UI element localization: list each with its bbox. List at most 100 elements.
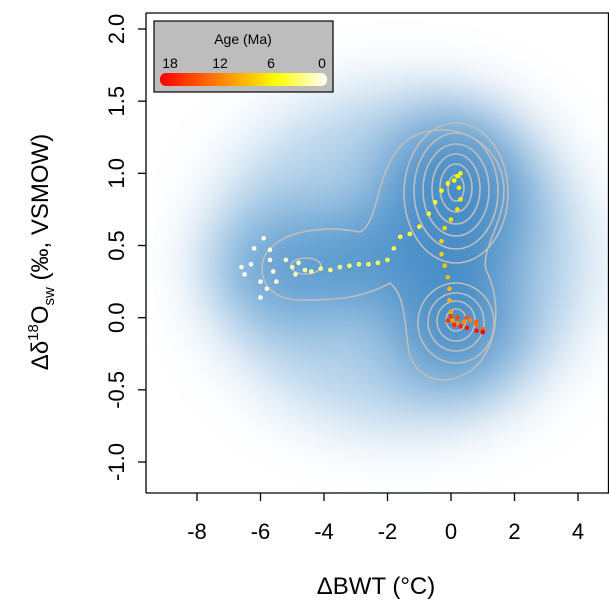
data-point [258, 279, 263, 284]
legend-ticks: 18 12 6 0 [162, 55, 326, 71]
plot-area [146, 13, 609, 493]
legend-title: Age (Ma) [214, 31, 272, 47]
data-point [258, 295, 263, 300]
data-point [239, 264, 244, 270]
contour-upper-4 [431, 153, 481, 225]
y-tick-label: 2.0 [104, 14, 129, 45]
data-point [448, 309, 454, 315]
data-point [309, 269, 314, 274]
data-point [416, 224, 422, 230]
data-point [447, 286, 452, 292]
contour-outer [261, 129, 505, 381]
data-point [458, 171, 463, 176]
data-point [474, 328, 479, 333]
data-point [445, 181, 451, 186]
density-layer [210, 90, 590, 430]
legend-tick-label: 18 [162, 55, 178, 71]
data-point [302, 267, 308, 273]
data-point [439, 251, 444, 257]
y-tick-label: 0.0 [104, 302, 129, 333]
data-point [442, 225, 447, 231]
series-layer [239, 171, 486, 335]
data-point [375, 260, 381, 266]
y-axis-title-prefix: Δδ [27, 341, 54, 370]
legend-colorbar [160, 73, 327, 86]
data-point [461, 319, 467, 325]
x-tick-label: -6 [251, 519, 271, 544]
y-axis-title-main: O [27, 305, 54, 324]
data-point [337, 264, 343, 270]
data-point [261, 235, 266, 241]
x-axis-title: ΔBWT (°C) [317, 573, 436, 600]
data-point [289, 264, 295, 270]
data-point [445, 318, 451, 323]
legend-tick-label: 12 [212, 55, 228, 71]
data-point [464, 315, 470, 320]
y-tick-label: -1.0 [104, 443, 129, 481]
contour-upper-1 [403, 122, 509, 264]
data-point [450, 318, 455, 323]
data-point [293, 272, 298, 277]
data-point [455, 315, 460, 320]
contour-upper-2 [413, 132, 499, 250]
data-point [456, 185, 462, 191]
data-point [448, 217, 454, 222]
x-tick-label: -8 [187, 519, 207, 544]
data-point [328, 267, 333, 273]
data-point [251, 246, 257, 251]
data-point [283, 257, 289, 263]
y-tick-label: 1.5 [104, 86, 129, 117]
contour-lower-1 [417, 282, 495, 364]
y-tick-label: -0.5 [104, 371, 129, 409]
data-point [439, 238, 444, 244]
data-point [447, 298, 452, 303]
data-point [264, 286, 270, 292]
data-point [458, 324, 463, 329]
data-point [267, 257, 273, 263]
y-axis-title-suffix: (‰, VSMOW) [27, 134, 54, 287]
data-point [242, 272, 247, 277]
data-point [439, 188, 444, 193]
data-point [474, 319, 479, 325]
data-point [458, 197, 463, 202]
contour-upper-5 [439, 163, 473, 213]
data-point [480, 329, 486, 335]
data-point [248, 261, 254, 267]
x-tick-label: 0 [445, 519, 457, 544]
data-point [347, 263, 352, 269]
y-axis-title: Δδ18Osw (‰, VSMOW) [25, 134, 58, 370]
data-point [318, 266, 324, 271]
data-point [356, 261, 362, 267]
data-point [442, 263, 447, 269]
y-tick-label: 0.5 [104, 230, 129, 261]
legend: Age (Ma) 18 12 6 0 [153, 20, 334, 93]
contour-upper-3 [422, 143, 490, 237]
data-point [274, 279, 279, 284]
y-axis-title-sup: 18 [25, 324, 42, 341]
x-tick-label: 4 [572, 519, 584, 544]
data-point [391, 246, 397, 251]
data-point [267, 247, 273, 253]
data-point [455, 173, 460, 179]
x-tick-label: 2 [508, 519, 520, 544]
density-blob-halo [210, 90, 590, 430]
data-point [451, 178, 457, 183]
data-point [426, 211, 432, 217]
x-tick-label: -4 [314, 519, 334, 544]
legend-tick-label: 6 [267, 55, 275, 71]
data-point [366, 261, 371, 267]
x-tick-label: -2 [378, 519, 398, 544]
y-axis-title-sub: sw [41, 287, 58, 306]
y-tick-label: 1.0 [104, 158, 129, 189]
legend-tick-label: 0 [318, 55, 326, 71]
data-point [451, 322, 457, 328]
data-point [464, 325, 470, 331]
data-point [432, 199, 438, 205]
data-point [407, 231, 413, 237]
data-point [296, 260, 301, 266]
data-point [397, 234, 403, 240]
data-point [270, 269, 276, 274]
contour-lower-2 [427, 292, 485, 352]
data-point [385, 257, 390, 263]
